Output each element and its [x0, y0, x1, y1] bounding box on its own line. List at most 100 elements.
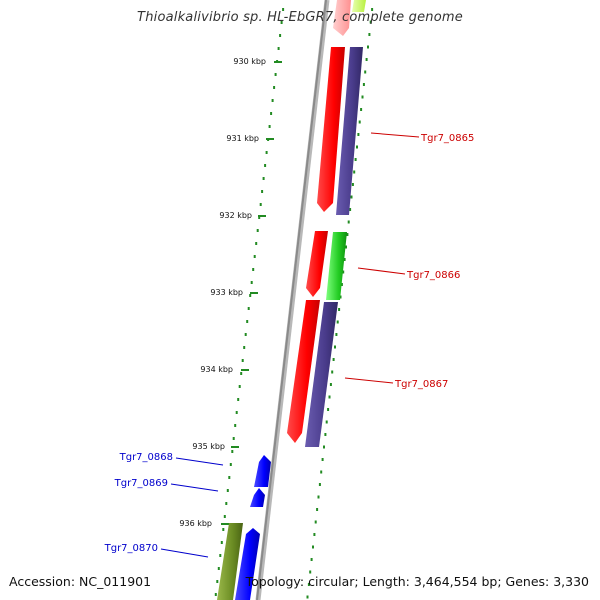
track-dot [314, 520, 317, 524]
scale-ticks [221, 61, 282, 525]
track-dot [250, 281, 253, 284]
track-dot [258, 216, 261, 219]
track-dot [335, 333, 338, 336]
gene-feature-0865-blue[interactable] [336, 47, 363, 215]
genome-backbone [255, 0, 330, 600]
scale-label-930: 930 kbp [233, 57, 266, 66]
track-dot [255, 242, 258, 245]
track-dot [339, 295, 342, 299]
track-dot [234, 424, 237, 427]
gene-label-0868[interactable]: Tgr7_0868 [119, 452, 173, 463]
track-dot [232, 437, 235, 440]
gene-feature-0867-blue[interactable] [305, 302, 338, 447]
track-dot [312, 545, 314, 549]
dotted-track-left [214, 8, 285, 596]
gene-feature-0866-green[interactable] [326, 232, 347, 300]
track-dot [223, 515, 226, 518]
track-dot [262, 177, 265, 180]
track-dot [354, 158, 357, 161]
track-dot [362, 83, 365, 86]
track-dot [313, 533, 316, 536]
track-dot [226, 489, 229, 492]
track-dot [238, 385, 241, 388]
gene-label-0869[interactable]: Tgr7_0869 [114, 478, 168, 489]
gene-feature-0866-red[interactable] [306, 231, 328, 297]
track-dot [369, 20, 372, 24]
gene-features-left[interactable] [217, 455, 271, 600]
track-dot [240, 372, 243, 375]
gene-feature-0869-blue[interactable] [250, 488, 265, 507]
scale-label-935: 935 kbp [192, 442, 225, 451]
track-dot [270, 112, 273, 115]
track-dot [334, 345, 336, 349]
track-dot [331, 370, 334, 374]
gene-feature-0870-olive[interactable] [217, 523, 243, 600]
track-dot [332, 358, 335, 361]
track-dot [231, 450, 234, 453]
track-dot [318, 483, 321, 486]
track-dot [309, 570, 312, 574]
track-dot [244, 333, 247, 336]
track-dot [371, 8, 374, 11]
track-dot [237, 398, 240, 401]
gene-label-0866[interactable]: Tgr7_0866 [406, 270, 460, 281]
track-dot [351, 183, 354, 186]
track-dot [277, 47, 280, 50]
gene-features-right[interactable] [287, 0, 366, 447]
genome-title: Thioalkalivibrio sp. HL-EbGR7, complete … [137, 10, 463, 25]
track-dot [321, 458, 324, 461]
track-dot [247, 307, 250, 310]
track-dot [264, 164, 267, 167]
track-dot [252, 268, 255, 271]
gene-feature-top-pink[interactable] [333, 0, 351, 36]
track-dot [279, 34, 282, 37]
track-dot [273, 86, 276, 89]
track-dot [324, 433, 327, 436]
scale-label-931: 931 kbp [226, 134, 259, 143]
track-dot [261, 190, 264, 193]
track-dot [219, 554, 222, 557]
gene-feature-top-lime[interactable] [352, 0, 366, 12]
scale-label-936: 936 kbp [179, 519, 212, 528]
track-dot [280, 21, 283, 24]
track-dot [268, 125, 271, 128]
track-dot [306, 595, 309, 599]
gene-label-0867[interactable]: Tgr7_0867 [394, 379, 448, 390]
gene-labels[interactable]: Tgr7_0865 Tgr7_0866 Tgr7_0867 Tgr7_0868 … [104, 133, 475, 554]
gene-feature-0865-red[interactable] [317, 47, 345, 212]
track-dot [229, 463, 232, 466]
track-dot [214, 593, 217, 596]
track-dot [253, 255, 256, 258]
track-dot [336, 320, 339, 324]
track-dot [249, 294, 252, 297]
gene-feature-0867-red[interactable] [287, 300, 320, 443]
scale-label-934: 934 kbp [200, 365, 233, 374]
track-dot [220, 541, 223, 544]
track-dot [274, 73, 277, 76]
gene-label-0865[interactable]: Tgr7_0865 [420, 133, 474, 144]
gene-feature-0868-blue[interactable] [254, 455, 271, 487]
track-dot [364, 70, 367, 74]
track-dot [346, 233, 349, 236]
gene-label-0870[interactable]: Tgr7_0870 [104, 543, 158, 554]
track-dot [358, 120, 361, 124]
track-dot [327, 408, 330, 411]
dotted-track-right [306, 8, 374, 599]
track-dot [307, 583, 310, 586]
track-dot [222, 528, 225, 531]
accession-text: Accession: NC_011901 [9, 574, 152, 589]
track-dot [353, 170, 356, 174]
track-dot [325, 420, 328, 424]
scale-labels: 930 kbp 931 kbp 932 kbp 933 kbp 934 kbp … [179, 57, 266, 528]
genome-summary-text: Topology: circular; Length: 3,464,554 bp… [245, 574, 589, 589]
gene-leader-lines [160, 132, 420, 558]
track-dot [265, 151, 268, 154]
track-dot [328, 395, 331, 399]
track-dot [345, 245, 347, 249]
track-dot [259, 203, 262, 206]
gene-feature-0870-blue[interactable] [235, 528, 260, 600]
track-dot [316, 508, 319, 511]
track-dot [356, 145, 358, 149]
track-dot [317, 495, 320, 499]
